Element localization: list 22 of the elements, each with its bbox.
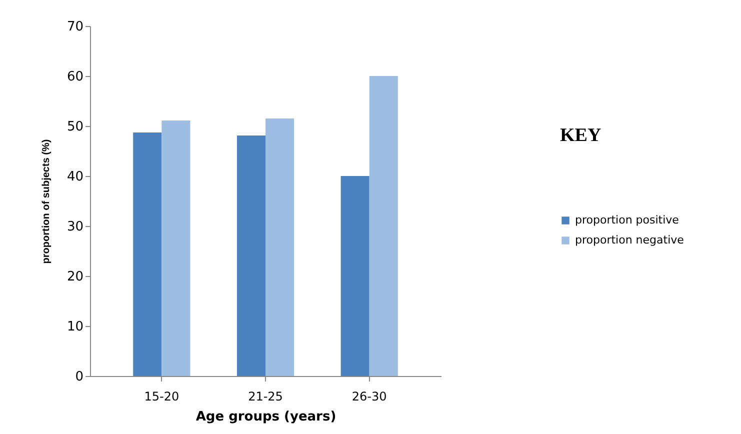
bar (236, 136, 266, 376)
bar (133, 132, 162, 376)
y-tick-label: 20 (66, 270, 84, 284)
bar (266, 118, 294, 376)
y-tick-label: 40 (66, 170, 84, 184)
bar (162, 120, 190, 376)
y-tick-label: 30 (66, 220, 84, 234)
y-tick-label: 0 (75, 370, 84, 384)
y-tick-label: 60 (66, 70, 84, 84)
bar (340, 176, 370, 376)
bar (369, 76, 398, 376)
y-tick-label: 50 (66, 120, 84, 134)
legend-title: KEY (560, 125, 602, 146)
legend-label: proportion positive (575, 214, 680, 226)
x-tick-label: 26-30 (352, 390, 387, 404)
y-tick-label: 70 (66, 20, 84, 34)
x-axis-title: Age groups (years) (196, 410, 336, 424)
x-tick-label: 21-25 (248, 390, 283, 404)
y-axis-title: proportion of subjects (%) (40, 139, 52, 264)
y-tick-label: 10 (66, 320, 84, 334)
x-tick-label: 15-20 (144, 390, 180, 404)
legend-label: proportion negative (575, 234, 684, 246)
